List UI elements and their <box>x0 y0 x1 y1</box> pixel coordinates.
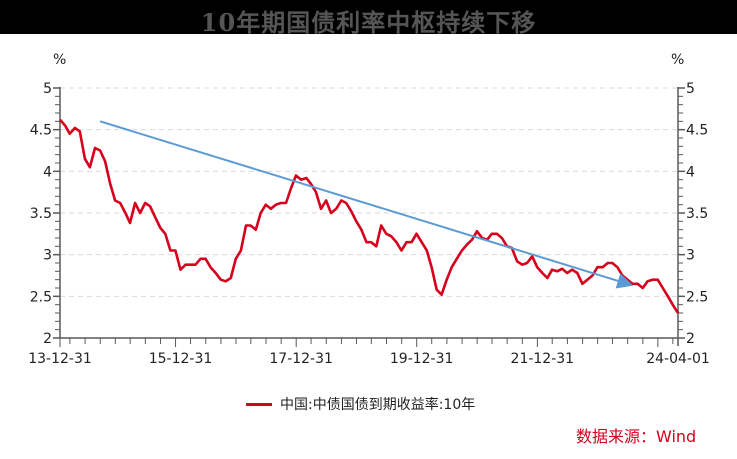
right-y-axis-ticks: 5 4.5 4 3.5 3 2.5 2 <box>678 81 708 347</box>
x-tick-label: 15-12-31 <box>149 351 213 367</box>
y-tick-label: 4.5 <box>686 123 708 139</box>
trend-arrow-icon <box>99 120 634 289</box>
x-tick-label: 21-12-31 <box>511 351 575 367</box>
legend: 中国:中债国债到期收益率:10年 <box>246 394 475 414</box>
axes <box>59 87 679 346</box>
data-source: 数据来源：Wind <box>576 427 697 446</box>
x-tick-label: 19-12-31 <box>390 351 454 367</box>
y-tick-label: 3.5 <box>686 206 708 222</box>
y-tick-label: 5 <box>686 81 695 97</box>
x-tick-label: 17-12-31 <box>269 351 333 367</box>
right-unit-label: % <box>671 52 684 68</box>
y-tick-label: 4 <box>686 164 695 180</box>
chart-title: 10年期国债利率中枢持续下移 <box>200 8 537 37</box>
y-tick-label: 2.5 <box>686 289 708 305</box>
y-tick-label: 3 <box>686 248 695 264</box>
legend-label: 中国:中债国债到期收益率:10年 <box>280 397 476 413</box>
x-axis-ticks: 13-12-31 15-12-31 17-12-31 19-12-31 21-12-31… <box>28 338 710 367</box>
y-tick-label: 3.5 <box>30 206 52 222</box>
x-tick-label: 24-04-01 <box>646 351 710 367</box>
yield-line <box>59 118 680 314</box>
y-tick-label: 2 <box>43 331 52 347</box>
title-band <box>0 0 737 34</box>
y-tick-label: 2.5 <box>30 289 52 305</box>
y-tick-label: 2 <box>686 331 695 347</box>
left-y-axis-ticks: 5 4.5 4 3.5 3 2.5 2 <box>30 81 60 347</box>
y-tick-label: 4 <box>43 164 52 180</box>
gridlines <box>60 87 678 297</box>
legend-swatch <box>246 402 272 406</box>
x-tick-label: 13-12-31 <box>28 351 92 367</box>
y-tick-label: 3 <box>43 248 52 264</box>
y-tick-label: 5 <box>43 81 52 97</box>
y-tick-label: 4.5 <box>30 123 52 139</box>
left-unit-label: % <box>53 52 66 68</box>
